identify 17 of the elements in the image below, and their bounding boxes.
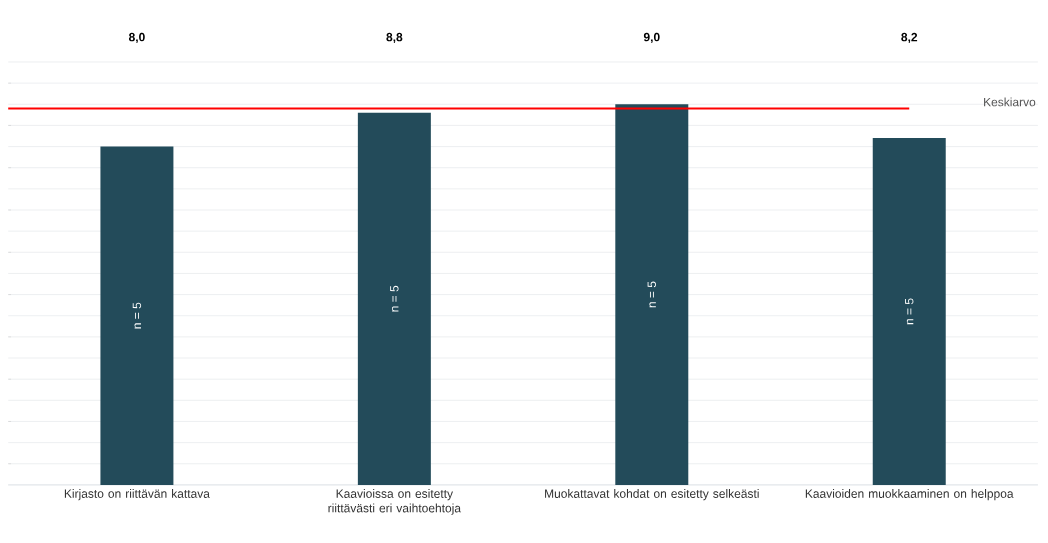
data-label: 8,0 <box>128 32 145 44</box>
ref-line-label: Keskiarvo <box>984 97 1036 107</box>
annotation: n = 5 <box>390 285 399 312</box>
x-tick-label: Kirjasto on riittävän kattava <box>64 489 210 501</box>
bar <box>100 146 174 485</box>
x-tick-label: Kaavioissa on esitetty riittävästi eri vaihtoehtoja <box>328 489 462 515</box>
bar <box>872 138 946 485</box>
annotation: n = 5 <box>647 281 656 308</box>
data-label: 9,0 <box>643 32 660 44</box>
data-label: 8,2 <box>901 32 918 44</box>
x-tick-label: Kaavioiden muokkaaminen on helppoa <box>805 489 1014 501</box>
bar <box>357 112 431 485</box>
annotation: n = 5 <box>132 302 142 329</box>
data-label: 8,8 <box>386 32 403 44</box>
annotation: n = 5 <box>905 298 914 325</box>
bar <box>615 104 689 485</box>
x-tick-label: Muokattavat kohdat on esitetty selkeästi <box>545 489 759 501</box>
